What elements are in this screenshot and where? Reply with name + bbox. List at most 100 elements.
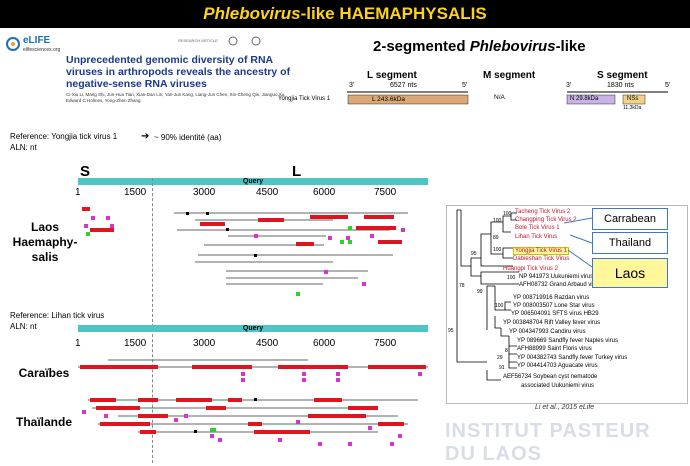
bootstrap: 100 xyxy=(495,303,504,309)
taxon-huangpi: Huangpi Tick Virus 2 xyxy=(503,266,558,272)
s-nts: 1830 nts xyxy=(607,82,634,89)
alignment-hits-laos xyxy=(82,207,408,296)
genome-diagram xyxy=(347,91,668,105)
bootstrap: 99 xyxy=(477,289,483,295)
paper-authors: Ci-Xiu Li, Mang Shi, Jun-Hua Tian, Xian-… xyxy=(66,92,286,103)
red-hits-thailande xyxy=(90,398,404,434)
taxon-razdan: YP 008719916 Razdan virus xyxy=(513,295,590,301)
l-nts: 6527 nts xyxy=(390,82,417,89)
citation: Li et al., 2015 eLife xyxy=(535,404,595,411)
query-label-2: Query xyxy=(242,325,264,332)
identity-note: ~ 90% identité (aa) xyxy=(154,133,222,142)
taxon-lihan: Lihan Tick Virus xyxy=(515,234,558,240)
reference-1-line1: Reference: Yongjia tick virus 1 xyxy=(10,132,118,141)
open-access-icons xyxy=(228,36,261,46)
reference-2: Reference: Lihan tick virus ALN: nt xyxy=(10,310,104,332)
reference-2-line1: Reference: Lihan tick virus xyxy=(10,311,105,320)
taxon-grand-arbaud: AFH08732 Grand Arbaud virus xyxy=(519,282,602,288)
s-region-label: S xyxy=(80,163,91,180)
tick-label: 4500 xyxy=(256,187,279,198)
s-segment-label: S segment xyxy=(597,70,648,81)
taxon-rift-valley: YP 003848704 Rift Valley fever virus xyxy=(503,320,601,326)
bootstrap: 89 xyxy=(493,235,499,241)
taxon-soybean: AEF56734 Soybean cyst nematode xyxy=(503,374,598,380)
reference-2-line2: ALN: nt xyxy=(10,322,37,331)
s-three-prime: 3' xyxy=(566,82,572,89)
l-five-prime: 5' xyxy=(462,82,468,89)
n-protein-label: N 29.8kDa xyxy=(570,96,599,102)
row-label-laos: Laos Haemaphy- salis xyxy=(12,220,78,264)
magenta-hits-thailande xyxy=(82,410,402,446)
l-protein-box xyxy=(347,94,469,105)
reference-1-line2: ALN: nt xyxy=(10,143,37,152)
bootstrap: 8 xyxy=(505,348,508,354)
bootstrap: 29 xyxy=(497,355,503,361)
green-hits-thailande xyxy=(210,428,216,432)
n-protein-box xyxy=(566,94,616,105)
tick-label: 1500 xyxy=(124,187,147,198)
tick-row-1: 1 1500 3000 4500 6000 7500 xyxy=(75,187,428,199)
m-segment-label: M segment xyxy=(483,70,536,81)
taxon-bole: Bole Tick Virus 1 xyxy=(515,225,560,231)
tick-label: 1 xyxy=(75,187,81,198)
s-l-boundary-line xyxy=(152,178,153,463)
segment-heading: 2-segmented Phlebovirus-like xyxy=(373,38,586,55)
alignment-hits-caraibes-thailande xyxy=(78,359,428,446)
m-na-label: N/A xyxy=(494,94,505,101)
taxon-uukuniemi: NP 941973 Uukuniemi virus xyxy=(519,274,594,280)
tick-label: 4500 xyxy=(256,338,279,349)
row-label-caraibes: Caraïbes xyxy=(18,366,70,380)
tick-label: 7500 xyxy=(374,187,397,198)
green-hits-laos xyxy=(86,226,352,296)
bootstrap: 91 xyxy=(499,365,505,371)
black-hits-thailande xyxy=(194,398,257,433)
slide-title: Phlebovirus-like HAEMAPHYSALIS xyxy=(0,0,690,28)
query-bar-2 xyxy=(78,325,428,332)
callout-carrabean: Carrabean xyxy=(592,208,668,230)
bootstrap: 78 xyxy=(459,283,465,289)
elife-sub-text: elifesciences.org xyxy=(23,47,61,53)
paper-title: Unprecedented genomic diversity of RNA v… xyxy=(66,54,291,90)
arrow-icon: ➔ xyxy=(141,131,150,142)
taxon-candiru: YP 004347993 Candiru virus xyxy=(509,329,586,335)
black-hits-laos xyxy=(186,212,257,257)
hit-lines-laos xyxy=(174,212,408,285)
s-five-prime: 5' xyxy=(665,82,671,89)
l-region-label: L xyxy=(292,163,302,180)
l-segment-label: L segment xyxy=(367,70,417,81)
taxon-saint-floris: AFH88999 Saint Floris virus xyxy=(517,346,592,352)
tick-label: 3000 xyxy=(193,187,216,198)
tick-row-2: 1 1500 3000 4500 6000 7500 xyxy=(75,338,428,350)
watermark: INSTITUT PASTEUR DU LAOS xyxy=(445,420,651,465)
taxon-changping: Changping Tick Virus 2 xyxy=(515,217,577,223)
l-protein-label: L 243.6kDa xyxy=(372,96,406,103)
tick-label: 1 xyxy=(75,338,81,349)
l-three-prime: 3' xyxy=(349,82,355,89)
callout-laos: Laos xyxy=(592,258,668,288)
tick-label: 6000 xyxy=(313,187,336,198)
taxon-dabieshan: Dabieshan Tick Virus xyxy=(513,256,570,262)
elife-logo: eLIFE elifesciences.org xyxy=(6,34,66,56)
bootstrap: 95 xyxy=(471,251,477,257)
article-tag: RESEARCH ARTICLE xyxy=(178,38,218,43)
nss-protein-box xyxy=(622,94,646,105)
nss-kda-label: 11.3kDa xyxy=(623,105,642,111)
bootstrap: 100 xyxy=(507,275,516,281)
elife-logo-text: eLIFE xyxy=(23,35,51,46)
taxon-tacheng: Tacheng Tick Virus 2 xyxy=(515,209,571,215)
bootstrap: 100 xyxy=(493,247,502,253)
taxon-aguacate: YP 004414703 Aguacate virus xyxy=(517,363,598,369)
taxon-yongjia: Yongjia Tick Virus 1 xyxy=(513,247,570,255)
taxon-lone-star: YP 008003507 Lone Star virus xyxy=(513,303,595,309)
taxon-naples: YP 089669 Sandfly fever Naples virus xyxy=(517,338,618,344)
nss-protein-label: NSs xyxy=(627,96,639,102)
bootstrap: 95 xyxy=(448,328,454,334)
tick-label: 6000 xyxy=(313,338,336,349)
taxon-sfts: YP 006504091 SFTS virus HB29 xyxy=(511,311,599,317)
tick-label: 7500 xyxy=(374,338,397,349)
red-hits-caraibes xyxy=(80,365,426,369)
phylogenetic-tree: Tacheng Tick Virus 2 Changping Tick Viru… xyxy=(446,205,688,404)
magenta-hits-laos xyxy=(84,216,405,286)
row-label-thailande: Thaïlande xyxy=(15,415,72,429)
callout-thailand: Thailand xyxy=(592,232,668,254)
